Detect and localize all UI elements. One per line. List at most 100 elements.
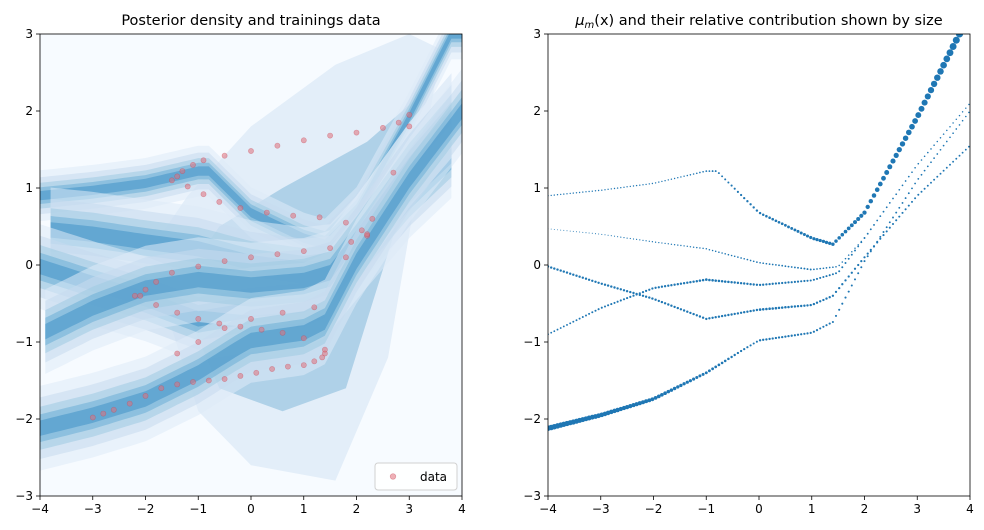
mean-point bbox=[847, 290, 850, 293]
mean-point bbox=[689, 280, 692, 284]
data-point bbox=[348, 238, 355, 245]
mean-point bbox=[917, 162, 920, 165]
mean-point bbox=[676, 306, 679, 310]
mean-point bbox=[717, 279, 721, 283]
mean-point bbox=[771, 282, 774, 285]
mean-point bbox=[869, 228, 872, 231]
chart-title: μm(x) and their relative contribution sh… bbox=[574, 13, 942, 31]
mean-point bbox=[866, 255, 869, 258]
mean-point bbox=[550, 331, 553, 334]
mean-point bbox=[859, 213, 864, 218]
mean-point bbox=[866, 252, 869, 255]
mean-point bbox=[569, 322, 572, 325]
mean-point bbox=[672, 386, 677, 391]
data-point bbox=[184, 183, 191, 190]
mean-point bbox=[895, 219, 898, 222]
mean-point bbox=[594, 233, 597, 235]
mean-point bbox=[774, 336, 778, 340]
mean-point bbox=[572, 320, 575, 323]
mean-point bbox=[648, 183, 650, 185]
x-tick-label: 3 bbox=[405, 502, 413, 516]
mean-point bbox=[844, 296, 847, 299]
data-point bbox=[395, 119, 402, 126]
mean-point bbox=[815, 301, 819, 304]
mean-point bbox=[952, 36, 960, 44]
mean-point bbox=[809, 331, 812, 334]
mean-point bbox=[824, 240, 829, 245]
mean-point bbox=[806, 268, 809, 271]
mean-point bbox=[746, 200, 749, 203]
mean-point bbox=[749, 259, 752, 262]
density-contours bbox=[40, 34, 462, 481]
mean-point bbox=[756, 261, 758, 263]
mean-point bbox=[936, 175, 939, 178]
mean-point bbox=[721, 175, 724, 178]
data-point bbox=[253, 369, 260, 376]
mean-point bbox=[553, 330, 556, 333]
mean-point bbox=[825, 267, 828, 269]
mean-point bbox=[930, 181, 932, 184]
mean-point bbox=[572, 230, 574, 232]
mean-point bbox=[625, 290, 629, 293]
mean-point bbox=[837, 236, 841, 240]
mean-point bbox=[737, 256, 739, 258]
mean-point bbox=[771, 307, 774, 310]
mean-point bbox=[939, 137, 942, 139]
mean-point bbox=[575, 192, 578, 194]
mean-point bbox=[637, 401, 642, 406]
density-band bbox=[45, 107, 452, 340]
mean-point bbox=[736, 281, 740, 285]
mean-point bbox=[727, 280, 730, 284]
mean-point bbox=[918, 105, 925, 112]
mean-point bbox=[927, 86, 935, 94]
data-point bbox=[279, 329, 286, 336]
mean-point bbox=[815, 329, 819, 332]
mean-point bbox=[765, 307, 768, 311]
mean-point bbox=[733, 312, 736, 316]
x-tick-label: 2 bbox=[353, 502, 361, 516]
mean-point bbox=[651, 241, 654, 243]
mean-point bbox=[819, 267, 822, 270]
mean-point bbox=[557, 229, 558, 231]
mean-point bbox=[689, 174, 692, 176]
mean-point bbox=[812, 330, 816, 333]
mean-point bbox=[775, 264, 777, 266]
mean-point bbox=[585, 191, 587, 193]
mean-point bbox=[698, 315, 702, 318]
data-point bbox=[321, 350, 328, 357]
mean-point bbox=[863, 260, 866, 263]
mean-point bbox=[901, 184, 904, 187]
x-tick-label: 2 bbox=[861, 502, 869, 516]
mean-point bbox=[733, 281, 736, 284]
data-point bbox=[142, 392, 149, 399]
mean-point bbox=[876, 219, 879, 222]
mean-point bbox=[787, 265, 790, 268]
mean-point bbox=[658, 181, 660, 183]
mean-point bbox=[780, 222, 784, 226]
mean-point bbox=[847, 257, 850, 260]
mean-point bbox=[572, 273, 575, 276]
mean-point bbox=[909, 123, 915, 130]
mean-point bbox=[822, 275, 825, 279]
mean-point bbox=[566, 323, 568, 326]
mean-point bbox=[660, 392, 664, 397]
mean-point bbox=[669, 388, 674, 392]
mean-point bbox=[844, 279, 847, 282]
mean-point bbox=[924, 93, 931, 100]
mean-point bbox=[631, 403, 636, 408]
mean-point bbox=[635, 184, 638, 187]
mean-point bbox=[720, 279, 724, 283]
mean-point bbox=[828, 266, 831, 269]
mean-point bbox=[641, 290, 645, 294]
data-point bbox=[142, 286, 149, 293]
mean-point bbox=[651, 287, 654, 290]
mean-point bbox=[860, 266, 863, 269]
mean-point bbox=[701, 316, 705, 319]
mean-point bbox=[708, 170, 711, 173]
mean-point bbox=[943, 55, 951, 63]
mean-point bbox=[895, 193, 898, 196]
mean-point bbox=[667, 179, 669, 181]
mean-point bbox=[553, 267, 556, 270]
data-point bbox=[158, 385, 165, 392]
